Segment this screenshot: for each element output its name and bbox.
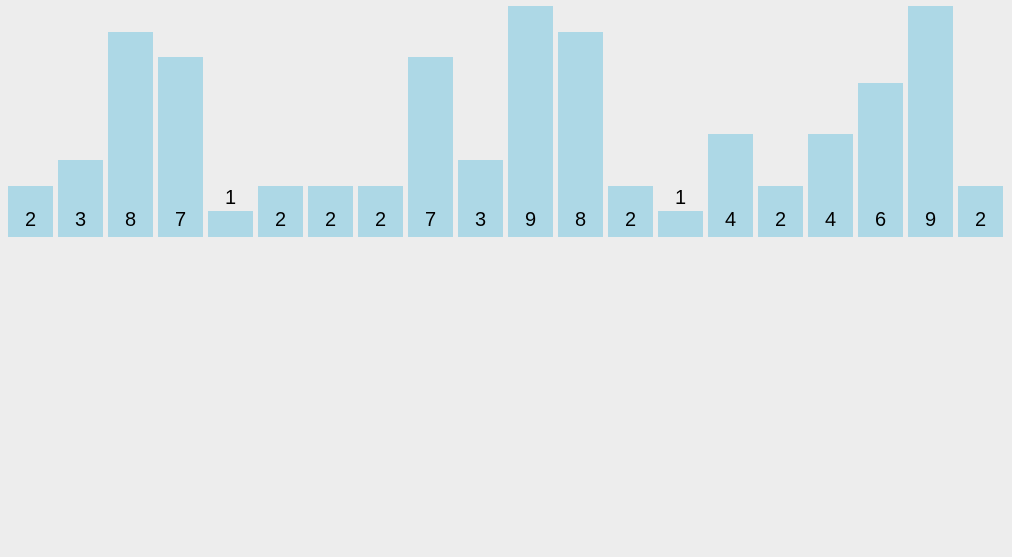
bar: 2: [958, 185, 1003, 237]
bar-slot: 4: [808, 0, 853, 237]
bar-slot: 2: [358, 0, 403, 237]
bar-value-label: 9: [924, 209, 937, 231]
bar-value-label: 4: [724, 209, 737, 231]
bar-slot: 4: [708, 0, 753, 237]
bar-slot: 2: [958, 0, 1003, 237]
bar-value-label: 3: [474, 209, 487, 231]
bar-slot: 2: [608, 0, 653, 237]
bar: 9: [908, 6, 953, 237]
bar-slot: 1: [208, 0, 253, 237]
bar-value-label: 1: [224, 187, 237, 210]
bar: 6: [858, 83, 903, 237]
bar-value-label: 2: [374, 209, 387, 231]
bar-value-label: 2: [624, 209, 637, 231]
bar: 2: [8, 185, 53, 237]
bar: 2: [758, 185, 803, 237]
bar: 2: [358, 185, 403, 237]
bar-chart: 2 3 8 7 1 2 2 2 7 3 9 8 2 1 4 2 4 6 9 2: [0, 0, 1012, 237]
bar-slot: 2: [308, 0, 353, 237]
bar-slot: 7: [408, 0, 453, 237]
bar: 2: [258, 185, 303, 237]
bar-value-label: 2: [274, 209, 287, 231]
bar: 2: [608, 185, 653, 237]
bar: 8: [558, 31, 603, 237]
bar-slot: 6: [858, 0, 903, 237]
bar-slot: 8: [558, 0, 603, 237]
bar-value-label: 3: [74, 209, 87, 231]
bar: [208, 211, 253, 237]
bar-slot: 9: [908, 0, 953, 237]
bar-value-label: 6: [874, 209, 887, 231]
bar-value-label: 2: [974, 209, 987, 231]
bar-value-label: 9: [524, 209, 537, 231]
bar: [658, 211, 703, 237]
bar: 8: [108, 31, 153, 237]
bar-value-label: 1: [674, 187, 687, 210]
bar-slot: 3: [458, 0, 503, 237]
bar: 7: [408, 57, 453, 237]
bar: 9: [508, 6, 553, 237]
bar-slot: 2: [758, 0, 803, 237]
bar-value-label: 2: [774, 209, 787, 231]
bar-value-label: 7: [174, 209, 187, 231]
bar-value-label: 8: [124, 209, 137, 231]
bar: 3: [458, 160, 503, 237]
bar-value-label: 4: [824, 209, 837, 231]
bar-value-label: 2: [324, 209, 337, 231]
bar-slot: 9: [508, 0, 553, 237]
bar-slot: 2: [258, 0, 303, 237]
bar: 2: [308, 185, 353, 237]
bar-value-label: 2: [24, 209, 37, 231]
bar: 7: [158, 57, 203, 237]
bar: 4: [708, 134, 753, 237]
bar-value-label: 7: [424, 209, 437, 231]
bar: 4: [808, 134, 853, 237]
bar-value-label: 8: [574, 209, 587, 231]
bar-slot: 7: [158, 0, 203, 237]
bar-slot: 2: [8, 0, 53, 237]
bar-slot: 3: [58, 0, 103, 237]
bar-slot: 8: [108, 0, 153, 237]
bar-slot: 1: [658, 0, 703, 237]
bar: 3: [58, 160, 103, 237]
